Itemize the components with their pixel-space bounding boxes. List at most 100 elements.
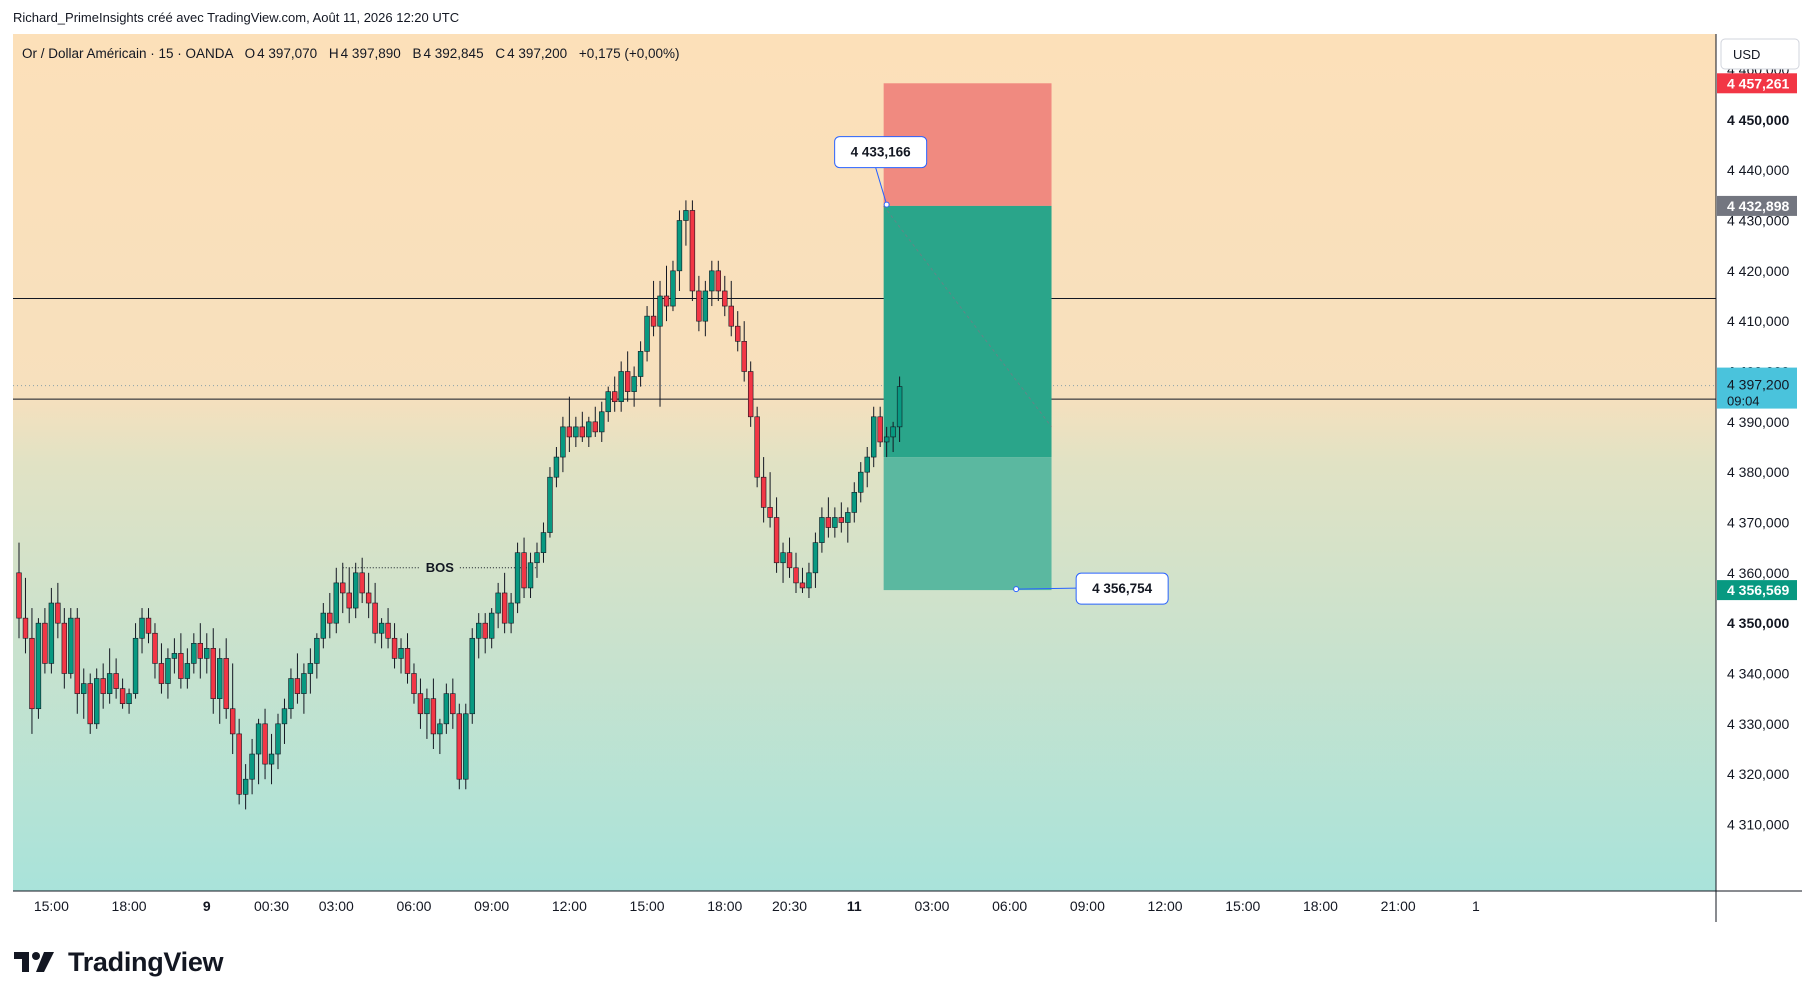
- price-tick-label: 4 350,000: [1727, 615, 1789, 631]
- bearish-candle-body: [365, 592, 372, 604]
- bullish-candle-body: [275, 723, 281, 755]
- candle: [631, 366, 637, 407]
- candle: [689, 200, 696, 302]
- candle: [883, 426, 890, 458]
- candle: [437, 718, 443, 755]
- profit-zone-upper: [883, 205, 1052, 458]
- current-price-badge-text: 4 397,200: [1727, 377, 1789, 393]
- bearish-candle-body: [793, 567, 799, 584]
- candle: [747, 361, 754, 427]
- candle: [417, 678, 424, 729]
- candle: [657, 280, 663, 407]
- bearish-candle-body: [430, 698, 437, 735]
- bearish-candle-body: [346, 592, 352, 609]
- bullish-candle-body: [94, 678, 100, 725]
- time-tick-label: 12:00: [552, 898, 587, 914]
- bearish-candle-body: [411, 673, 417, 694]
- price-tick-label: 4 370,000: [1727, 515, 1789, 531]
- candle: [650, 280, 657, 337]
- candle: [476, 613, 482, 659]
- bearish-candle-body: [42, 622, 48, 664]
- callout-label: 4 356,754: [1092, 581, 1153, 596]
- candle: [210, 628, 216, 714]
- candle: [365, 572, 372, 619]
- bullish-candle-body: [476, 622, 482, 639]
- high-value: 4 397,890: [341, 46, 401, 61]
- profit-zone-lower: [883, 457, 1052, 591]
- candle: [560, 416, 566, 473]
- candle: [249, 738, 255, 795]
- bullish-candle-body: [527, 562, 534, 589]
- price-axis[interactable]: 4 310,000 4 320,000 4 330,000 4 340,000 4 35…: [1727, 62, 1789, 833]
- bearish-candle-body: [22, 617, 29, 639]
- bullish-candle-body: [424, 698, 430, 715]
- currency-button[interactable]: USD: [1720, 38, 1800, 70]
- horizontal-levels: [13, 298, 1716, 400]
- entry-price-badge-bg: [1717, 195, 1797, 216]
- bullish-candle-body: [320, 612, 327, 639]
- time-tick-label: 18:00: [1303, 898, 1338, 914]
- bullish-candle-body: [106, 673, 113, 694]
- candle: [398, 638, 404, 674]
- candle: [145, 608, 152, 644]
- bullish-candle-body: [851, 491, 857, 513]
- candle: [391, 623, 398, 669]
- bearish-candle-body: [113, 673, 119, 689]
- candle: [294, 653, 301, 704]
- candle: [851, 482, 857, 523]
- candle: [637, 341, 644, 387]
- candle: [495, 582, 501, 629]
- bullish-candle-body: [126, 693, 132, 705]
- bullish-candle-body: [676, 220, 683, 272]
- bearish-candle-body: [158, 663, 165, 684]
- time-axis[interactable]: 15:00 18:00 9 00:30 03:00 06:00 09:00 12:00 15:0…: [34, 898, 1480, 914]
- candle: [663, 265, 670, 322]
- bullish-candle-body: [495, 592, 501, 614]
- bullish-candle-body: [469, 637, 475, 715]
- candle: [547, 467, 553, 538]
- open-value: 4 397,070: [257, 46, 317, 61]
- time-tick-label: 06:00: [396, 898, 431, 914]
- bearish-candle-body: [359, 572, 365, 594]
- candle: [586, 416, 592, 447]
- bullish-candle-body: [378, 622, 385, 634]
- bearish-candle-body: [747, 371, 754, 418]
- time-tick-label: 03:00: [319, 898, 354, 914]
- bearish-candle-body: [340, 582, 346, 594]
- bullish-candle-body: [812, 542, 819, 574]
- price-tick-label: 4 420,000: [1727, 263, 1789, 279]
- position-path-line: [883, 205, 1052, 428]
- candle: [314, 633, 320, 679]
- price-callout: 4 433,166: [834, 136, 928, 208]
- callout-anchor: [1013, 586, 1020, 593]
- candle: [204, 633, 210, 674]
- bullish-candle-body: [702, 290, 709, 322]
- candles: [16, 200, 903, 810]
- candle: [132, 623, 139, 699]
- bearish-candle-body: [178, 653, 184, 679]
- candle: [553, 447, 560, 488]
- time-tick-label: 12:00: [1148, 898, 1183, 914]
- bullish-candle-body: [858, 471, 864, 493]
- bullish-candle-body: [184, 663, 191, 679]
- time-tick-label: 11: [847, 898, 862, 914]
- candle: [786, 537, 793, 578]
- candle: [113, 658, 119, 699]
- tradingview-logo-icon: [14, 952, 54, 972]
- bullish-candle-body: [242, 778, 249, 795]
- candle: [793, 552, 799, 593]
- candle: [605, 386, 611, 422]
- bearish-candle-body: [210, 648, 216, 699]
- candle: [670, 260, 676, 312]
- short-position-tool[interactable]: [883, 83, 1052, 591]
- currency-label: USD: [1733, 47, 1760, 62]
- bullish-candle-body: [806, 572, 812, 589]
- bullish-candle-body: [819, 517, 825, 543]
- candle: [527, 552, 534, 598]
- time-tick-label: 06:00: [992, 898, 1027, 914]
- bearish-candle-body: [262, 723, 268, 765]
- bullish-candle-body: [845, 512, 851, 523]
- bearish-candle-body: [152, 632, 158, 664]
- price-tick-label: 4 320,000: [1727, 766, 1789, 782]
